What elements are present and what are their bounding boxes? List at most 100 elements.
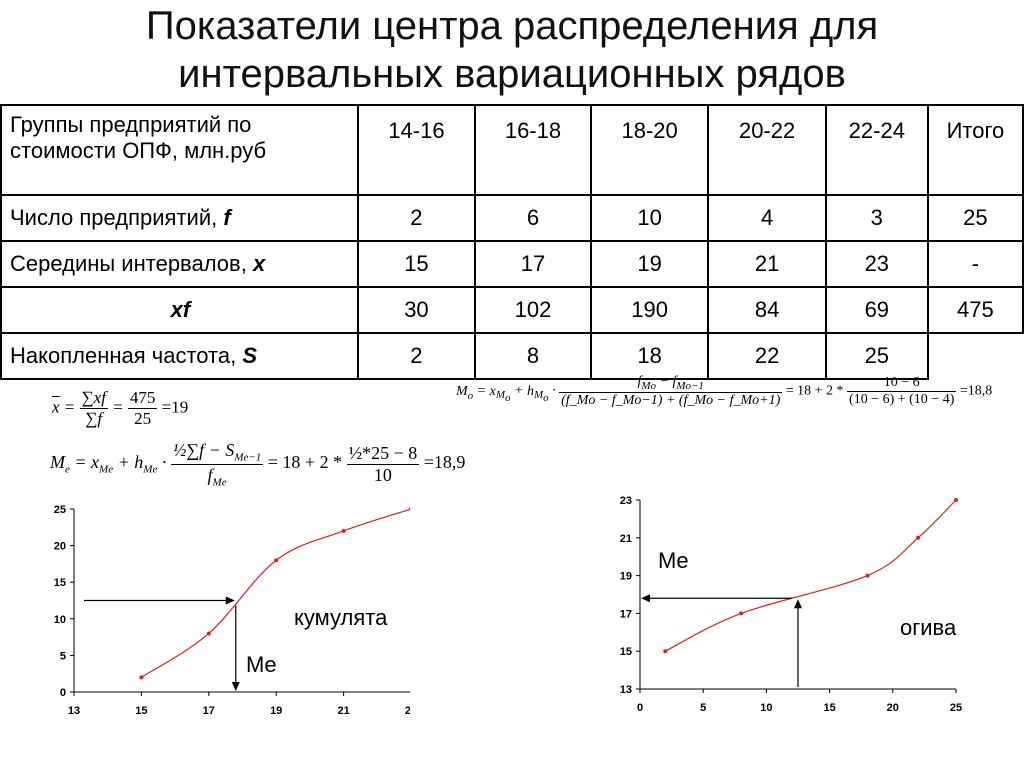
median-label: Me [658,548,689,573]
median-result-eq: = [423,452,434,473]
series-line [665,499,957,652]
table-cell: 2 [356,194,477,242]
x-me: xMe [91,452,114,476]
table-cell: 22 [707,332,827,380]
y-tick-label: 25 [54,504,66,516]
median-h-sub2: e [152,463,158,476]
x-mo: xMo [489,383,511,405]
fraction: 10 − 6 (10 − 6) + (10 − 4) [847,375,957,408]
table-header-row: Группы предприятий по стоимости ОПФ, млн… [0,104,1024,196]
table-cell: 6 [474,194,592,242]
table-cell: 25 [824,332,929,380]
mean-numerator: ∑xf [79,388,108,409]
mean-denominator-value: 25 [134,409,152,428]
data-point [865,573,870,578]
mode-formula: Mo = xMo + hMo · fMo − fMo−1 (f_Mo − f_M… [456,374,993,409]
x-tick-label: 25 [950,702,962,714]
x-tick-label: 13 [68,705,80,717]
mode-mid: = 18 + 2 * [785,383,844,399]
median-numerator-value: ½*25 − 8 [346,442,420,465]
y-tick-label: 17 [620,608,632,620]
y-tick-label: 0 [60,687,66,699]
fraction: ∑xf ∑f [79,388,108,429]
mode-denominator: (f_Mo − f_Mo−1) + (f_Mo − f_Mo+1) [561,392,781,408]
table-cell: 15 [356,240,477,288]
fraction: ½*25 − 8 10 [346,442,420,486]
median-den-sub: Me [212,476,227,489]
median-lhs: M [50,452,65,473]
mode-symbol: Mo [456,384,474,402]
y-tick-label: 5 [60,650,66,662]
mode-lhs-sub: o [467,389,474,402]
table-cell: 475 [926,286,1024,334]
y-tick-label: 20 [54,541,66,553]
table-cell: 30 [356,286,477,334]
data-point [274,558,279,563]
data-point [739,611,744,616]
x-tick-label: 0 [637,702,643,714]
median-mid: = 18 + 2 * [267,452,343,473]
row-symbol: x [252,251,266,276]
mode-denominator-value: (10 − 6) + (10 − 4) [849,391,955,407]
axis-ticks: 0 5 10 15 20 25 13 15 17 19 21 23 [620,495,962,714]
table-cell: 69 [824,286,929,334]
table-cell: 4 [707,194,827,242]
table-cell: 2 [356,332,477,380]
mode-numerator-value: 10 − 6 [847,375,957,392]
arrow-head [225,596,235,605]
column-header: 18-20 [589,104,710,196]
row-label-text: Накопленная частота, [10,343,237,368]
column-header: Итого [926,104,1024,196]
table-cell: 25 [926,194,1024,242]
mode-result-eq: = [959,383,968,399]
mode-num-minus-sub: Mo−1 [676,379,704,392]
mode-num-minus-f: f [672,374,677,389]
mode-num-sub: Mo [641,379,656,392]
y-tick-label: 19 [620,571,632,583]
distribution-table: Группы предприятий по стоимости ОПФ, млн… [0,104,1024,380]
series-points [139,507,410,680]
page-title: Показатели центра распределения для инте… [0,2,1024,98]
axis-ticks: 13 15 17 19 21 23 0 5 10 15 20 25 [54,504,410,717]
mean-denominator: ∑f [85,409,103,428]
row-symbol: f [223,205,231,230]
title-line-1: Показатели центра распределения для [145,4,879,48]
fraction: 475 25 [127,388,158,429]
fraction: fMo − fMo−1 (f_Mo − f_Mo−1) + (f_Mo − f_… [559,374,783,409]
mean-result: 19 [171,397,189,417]
table-cell: 102 [474,286,592,334]
table-cell: 84 [707,286,827,334]
column-header: 14-16 [356,104,477,196]
series-points [663,498,958,654]
median-guides [84,596,240,691]
h-me: hMe [134,452,158,476]
median-label: Me [246,652,277,677]
x-tick-label: 15 [823,702,835,714]
table-cell: 3 [824,194,929,242]
y-tick-label: 10 [54,614,66,626]
data-point [663,649,668,654]
mode-result: 18,8 [967,383,993,399]
data-point [954,498,958,502]
median-formula: Me = xMe + hMe · ½∑f − SMe−1 fMe = 18 + … [50,440,466,489]
y-tick-label: 21 [620,533,632,545]
table-row: xf 30 102 190 84 69 475 [0,286,1024,334]
row-label-text: Число предприятий, [10,205,218,230]
table-cell: 21 [707,240,827,288]
x-tick-label: 17 [203,705,215,717]
arrow-head [794,599,802,609]
table-row: Накопленная частота, S 2 8 18 22 25 [0,332,1024,380]
row-label: Середины интервалов, x [0,240,359,288]
median-guides [641,594,802,687]
series-name-label: кумулята [294,605,388,630]
median-x-sub: M [99,463,109,476]
row-label-text: Середины интервалов, [10,251,247,276]
table-cell: 23 [824,240,929,288]
data-point [409,507,410,511]
cumulative-chart: 13 15 17 19 21 23 0 5 10 15 20 25 кумулята Me [54,504,410,717]
table-header-label: Группы предприятий по стоимости ОПФ, млн… [0,104,359,196]
ogive-chart: 0 5 10 15 20 25 13 15 17 19 21 23 огива Me [620,495,962,714]
median-symbol: Me [50,452,70,476]
x-tick-label: 20 [887,702,899,714]
median-h-sub: M [143,463,153,476]
